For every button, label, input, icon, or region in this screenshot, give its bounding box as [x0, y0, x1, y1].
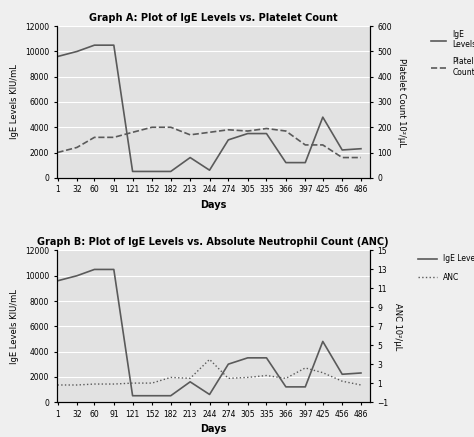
Title: Graph B: Plot of IgE Levels vs. Absolute Neutrophil Count (ANC): Graph B: Plot of IgE Levels vs. Absolute…	[37, 237, 389, 247]
Title: Graph A: Plot of IgE Levels vs. Platelet Count: Graph A: Plot of IgE Levels vs. Platelet…	[89, 13, 337, 23]
X-axis label: Days: Days	[200, 200, 227, 210]
X-axis label: Days: Days	[200, 424, 227, 434]
Y-axis label: Platelet Count 10²/μL: Platelet Count 10²/μL	[397, 58, 406, 146]
Y-axis label: IgE Levels KIU/mL: IgE Levels KIU/mL	[10, 289, 19, 364]
Y-axis label: ANC 10²/μL: ANC 10²/μL	[393, 303, 402, 350]
Legend: IgE Levels, ANC: IgE Levels, ANC	[415, 251, 474, 284]
Legend: IgE
Levels, Platelet
Count: IgE Levels, Platelet Count	[428, 27, 474, 80]
Y-axis label: IgE Levels KIU/mL: IgE Levels KIU/mL	[10, 65, 19, 139]
